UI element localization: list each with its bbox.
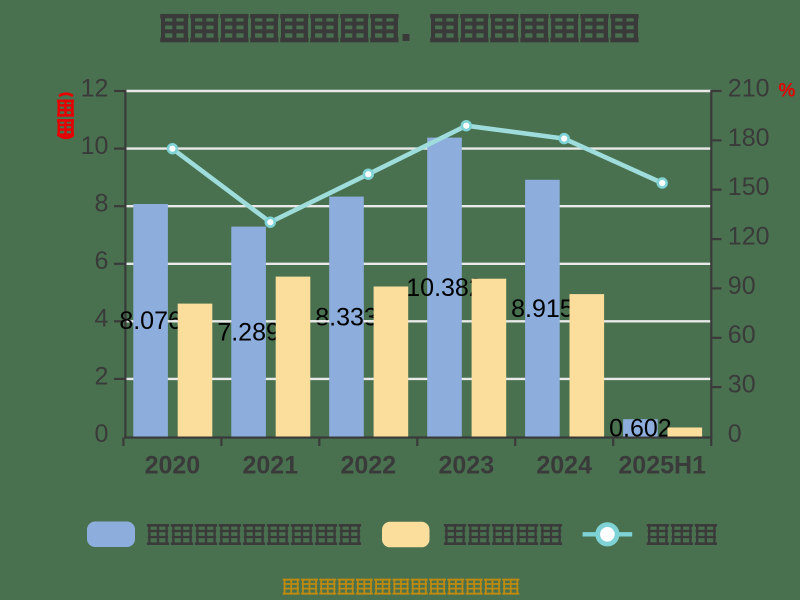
svg-text:%: % [779, 81, 796, 102]
svg-text:60: 60 [728, 321, 756, 349]
svg-text:2024: 2024 [536, 451, 592, 479]
svg-text:0: 0 [728, 420, 742, 448]
svg-text:180: 180 [728, 124, 770, 152]
svg-text:6: 6 [94, 247, 108, 275]
svg-text:2025H1: 2025H1 [618, 451, 706, 479]
svg-text:30: 30 [728, 371, 756, 399]
svg-text:10: 10 [81, 132, 109, 160]
svg-text:8: 8 [94, 190, 108, 218]
svg-text:120: 120 [728, 223, 770, 251]
svg-text:210: 210 [728, 74, 770, 102]
svg-text:0.602: 0.602 [609, 415, 672, 443]
svg-text:150: 150 [728, 173, 770, 201]
svg-text:8.915: 8.915 [511, 295, 574, 323]
svg-text:8.333: 8.333 [315, 303, 378, 331]
svg-text:90: 90 [728, 272, 756, 300]
svg-text:2023: 2023 [438, 451, 494, 479]
svg-text:4: 4 [94, 305, 108, 333]
svg-text:10.382: 10.382 [406, 274, 482, 302]
svg-text:12: 12 [81, 74, 109, 102]
svg-text:2022: 2022 [340, 451, 396, 479]
svg-text:2021: 2021 [242, 451, 298, 479]
svg-text:2: 2 [94, 362, 108, 390]
svg-text:0: 0 [94, 420, 108, 448]
svg-text:2020: 2020 [145, 451, 201, 479]
svg-text:7.289: 7.289 [217, 318, 280, 346]
